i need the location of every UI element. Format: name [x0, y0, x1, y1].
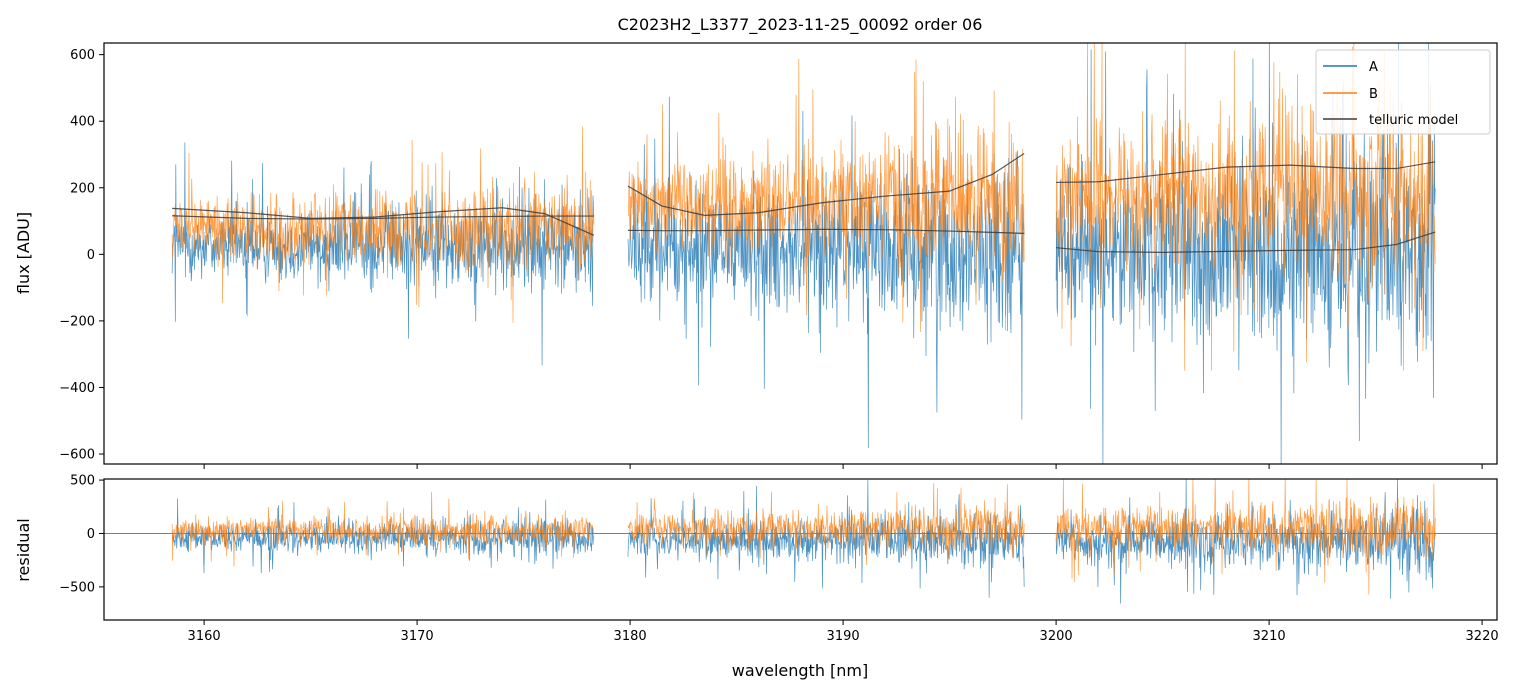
telluric-model-upper-segment-2: [627, 152, 1025, 216]
flux-y-axis-label: flux [ADU]: [14, 212, 33, 294]
legend-label-a: A: [1369, 60, 1378, 75]
flux-panel: −600 −400 −200 0 200 400 600 flux [ADU] A B te…: [14, 42, 1498, 469]
series-b-flux-segment-3: [1055, 43, 1436, 371]
residual-y-tick-label: 500: [70, 474, 95, 489]
telluric-model-lower-segment-3: [1056, 231, 1436, 253]
residual-plot-area: [104, 479, 1497, 604]
series-a-flux-segment-1: [171, 142, 595, 366]
series-b-residual-segment-1: [171, 491, 595, 567]
flux-x-axis-ticks: [203, 464, 1483, 469]
telluric-model-upper-segment-1: [172, 207, 595, 236]
series-a-residual-segment-2: [627, 480, 1025, 598]
flux-y-tick-label: 0: [87, 248, 95, 263]
x-tick-label: 3170: [401, 629, 434, 644]
legend-label-b: B: [1369, 87, 1378, 102]
x-tick-label: 3160: [188, 629, 221, 644]
flux-y-tick-label: 600: [70, 48, 95, 63]
residual-y-tick-label: 0: [87, 527, 95, 542]
series-a-flux-segment-2: [627, 96, 1025, 449]
legend-label-telluric: telluric model: [1369, 113, 1458, 128]
flux-y-tick-label: −400: [59, 381, 95, 396]
series-a-flux-segment-3: [1055, 43, 1436, 464]
residual-y-axis: −500 0 500: [59, 474, 104, 595]
residual-x-axis: 3160 3170 3180 3190 3200 3210 3220: [188, 620, 1499, 644]
flux-frame: [103, 42, 1498, 465]
series-b-residual-segment-3: [1055, 479, 1436, 595]
legend-box: [1315, 49, 1491, 135]
x-tick-label: 3210: [1253, 629, 1286, 644]
legend: A B telluric model: [1315, 49, 1491, 135]
x-tick-label: 3200: [1040, 629, 1073, 644]
flux-y-tick-label: −200: [59, 314, 95, 329]
flux-plot-area: [171, 43, 1436, 464]
x-tick-label: 3190: [827, 629, 860, 644]
residual-y-tick-label: −500: [59, 580, 95, 595]
series-b-flux-segment-2: [627, 58, 1025, 332]
chart-title: C2023H2_L3377_2023-11-25_00092 order 06: [618, 15, 983, 35]
flux-y-tick-label: −600: [59, 448, 95, 463]
residual-y-axis-label: residual: [14, 518, 33, 581]
residual-frame: [103, 478, 1498, 621]
telluric-model-upper-segment-3: [1056, 161, 1436, 184]
x-axis-label: wavelength [nm]: [732, 661, 869, 680]
residual-panel: −500 0 500 3160 3170 3180 3190 3200 3210 3220 re…: [14, 474, 1499, 644]
series-b-residual-segment-2: [627, 483, 1025, 566]
telluric-model-lower-segment-2: [627, 228, 1025, 234]
x-tick-label: 3220: [1466, 629, 1499, 644]
series-a-residual-segment-1: [171, 498, 595, 574]
flux-y-tick-label: 400: [70, 115, 95, 130]
flux-y-tick-label: 200: [70, 181, 95, 196]
series-b-flux-segment-1: [171, 126, 595, 323]
flux-y-axis: −600 −400 −200 0 200 400 600: [59, 48, 104, 463]
x-tick-label: 3180: [614, 629, 647, 644]
telluric-model-lower-segment-1: [172, 215, 594, 220]
